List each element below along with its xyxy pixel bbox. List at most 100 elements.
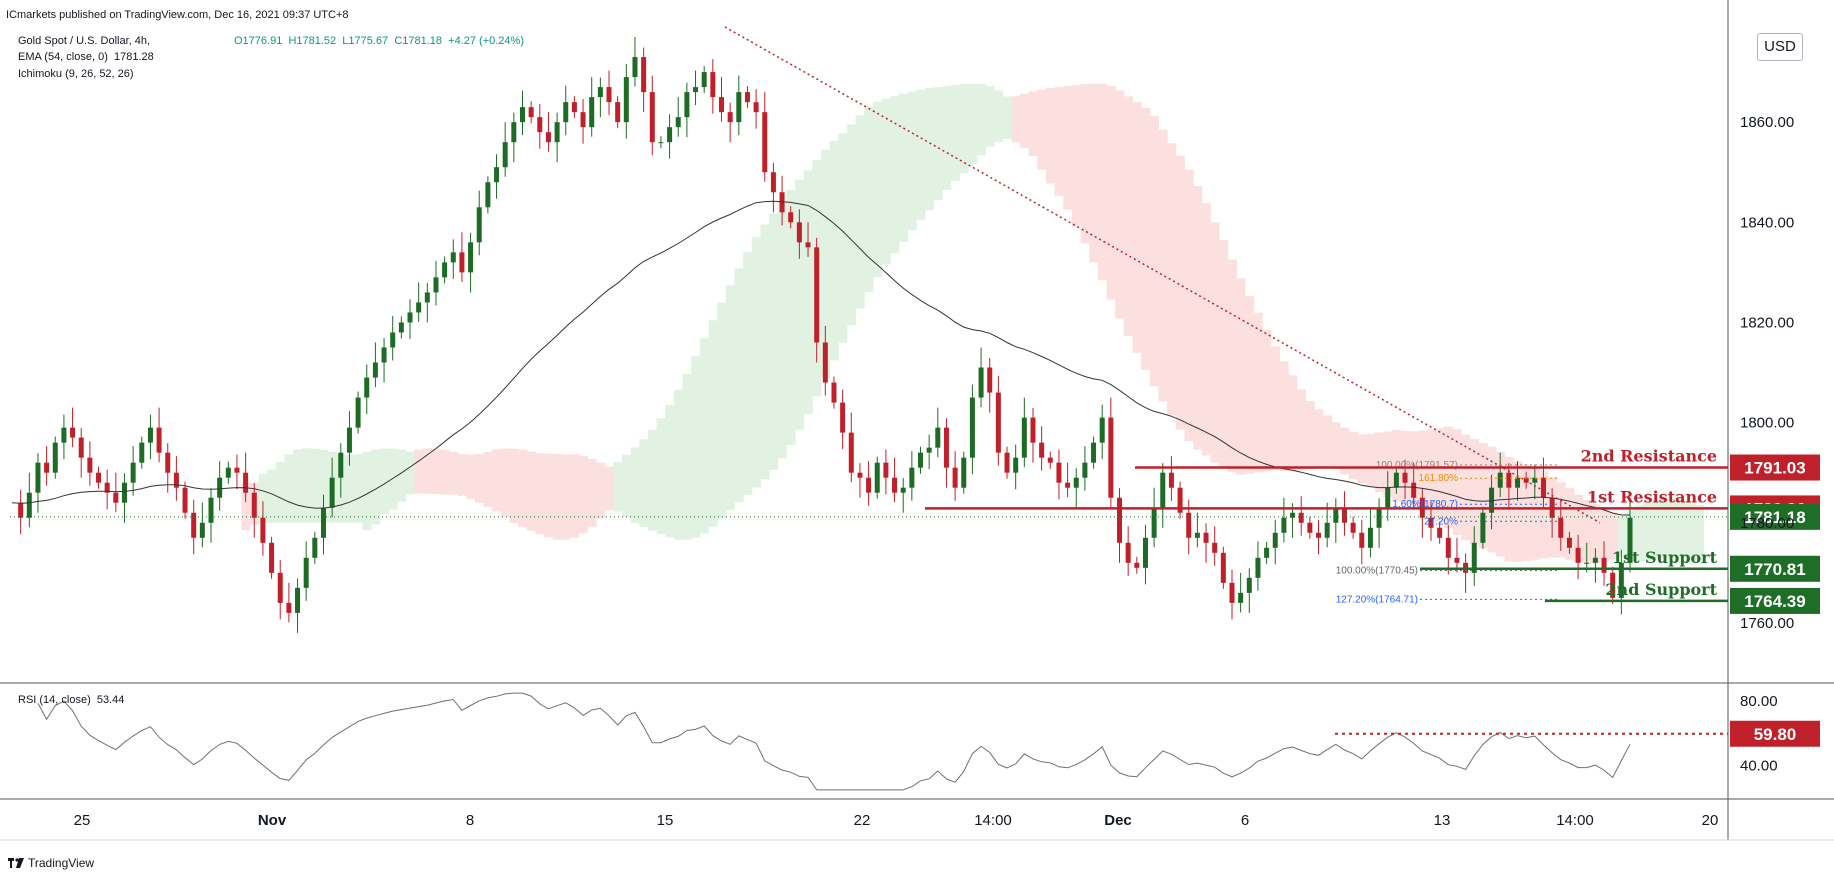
cloud-segment [1002, 96, 1012, 139]
cloud-segment [1115, 90, 1125, 319]
candle-body [329, 477, 335, 508]
cloud-segment [890, 96, 900, 254]
candle-body [1480, 512, 1486, 543]
level-label: 2nd Support [1605, 580, 1717, 599]
footer-brand: TradingView [28, 856, 95, 870]
cloud-segment [301, 448, 312, 523]
symbol-legend[interactable]: Gold Spot / U.S. Dollar, 4h, [18, 35, 150, 47]
cloud-segment [647, 429, 658, 531]
candle-body [831, 382, 837, 403]
candle-body [346, 427, 352, 453]
candle-body [295, 587, 301, 613]
cloud-segment [769, 213, 779, 470]
cloud-segment [1244, 296, 1255, 474]
cloud-segment [1037, 89, 1047, 170]
candle-body [277, 572, 283, 603]
time-tick-label: Nov [258, 812, 287, 829]
candle-body [147, 427, 153, 443]
candle-body [571, 102, 577, 113]
fib-label: 127.20%(1764.71) [1336, 594, 1418, 605]
cloud-segment [673, 389, 684, 540]
cloud-segment [1530, 467, 1540, 560]
cloud-segment [1071, 85, 1082, 227]
candle-body [675, 117, 681, 128]
candle-body [1497, 472, 1503, 488]
cloud-segment [1270, 346, 1281, 471]
cloud-segment [708, 320, 718, 527]
cloud-segment [1582, 500, 1592, 564]
rsi-level-tag [1730, 720, 1820, 747]
rsi-line [37, 692, 1631, 791]
candle-body [874, 462, 880, 493]
candle-body [1255, 557, 1261, 578]
candle-body [1402, 472, 1408, 483]
candle-body [1238, 592, 1244, 603]
time-tick-label: 14:00 [974, 812, 1012, 829]
candle-body [1584, 562, 1590, 564]
ohlc-low: L1775.67 [342, 35, 389, 47]
level-label: 2nd Resistance [1581, 447, 1717, 466]
time-tick-label: 20 [1702, 812, 1719, 829]
cloud-segment [1651, 499, 1661, 560]
candle-body [217, 477, 223, 498]
cloud-segment [422, 448, 433, 494]
candle-body [424, 292, 430, 303]
candle-body [1592, 557, 1598, 563]
cloud-segment [1608, 512, 1618, 560]
time-tick-label: Dec [1104, 812, 1132, 829]
publisher-line: ICmarkets published on TradingView.com, … [6, 9, 349, 21]
candle-body [1566, 537, 1572, 548]
price-tick-label: 1760.00 [1740, 615, 1794, 632]
candle-body [727, 112, 733, 123]
time-tick-label: 25 [74, 812, 91, 829]
cloud-segment [1219, 240, 1229, 468]
fib-label: 1.60%(1780.7) [1392, 499, 1458, 510]
cloud-segment [1383, 431, 1393, 498]
price-tick-label: 1860.00 [1740, 114, 1794, 131]
candle-body [494, 167, 500, 183]
currency-button[interactable]: USD [1757, 33, 1803, 61]
candle-body [658, 142, 664, 144]
ohlc-legend: O1776.91 H1781.52 L1775.67 C1781.18 +4.2… [234, 35, 524, 47]
cloud-segment [284, 454, 294, 523]
cloud-segment [1374, 432, 1384, 492]
candle-body [1601, 557, 1607, 573]
cloud-segment [474, 453, 485, 503]
candle-body [1004, 452, 1010, 473]
candle-body [156, 427, 162, 453]
candle-body [173, 472, 179, 488]
cloud-segment [275, 461, 286, 523]
axes: 1760.00 1780.00 1800.00 1820.00 1840.00 1860.… [74, 114, 1795, 829]
cloud-segment [1193, 186, 1203, 450]
cloud-segment [1184, 169, 1194, 442]
candle-body [1341, 507, 1347, 523]
candle-body [355, 397, 361, 428]
tradingview-footer[interactable]: TradingView [8, 856, 94, 870]
cloud-segment [1686, 503, 1696, 560]
ichimoku-cloud [241, 83, 1705, 564]
candle-body [390, 332, 396, 348]
candle-body [597, 87, 603, 98]
candle-body [1316, 532, 1322, 538]
candle-body [1393, 472, 1399, 488]
candle-body [935, 427, 941, 448]
price-tick-label: 1780.00 [1740, 515, 1794, 532]
cloud-segment [829, 140, 839, 361]
cloud-segment [1591, 504, 1601, 564]
cloud-segment [379, 448, 389, 514]
cloud-segment [1392, 429, 1402, 502]
ichimoku-legend[interactable]: Ichimoku (9, 26, 52, 26) [18, 68, 134, 80]
cloud-segment [743, 251, 753, 495]
candle-body [632, 57, 638, 78]
cloud-segment [319, 449, 329, 523]
cloud-segment [855, 115, 865, 309]
candle-body [260, 517, 266, 543]
time-tick-label: 15 [657, 812, 674, 829]
cloud-segment [1418, 430, 1428, 512]
candle-body [130, 462, 136, 483]
candle-body [978, 367, 984, 398]
cloud-segment [1677, 500, 1687, 558]
rsi-legend[interactable]: RSI (14, close) 53.44 [18, 694, 124, 706]
ema-legend[interactable]: EMA (54, close, 0) 1781.28 [18, 51, 154, 63]
